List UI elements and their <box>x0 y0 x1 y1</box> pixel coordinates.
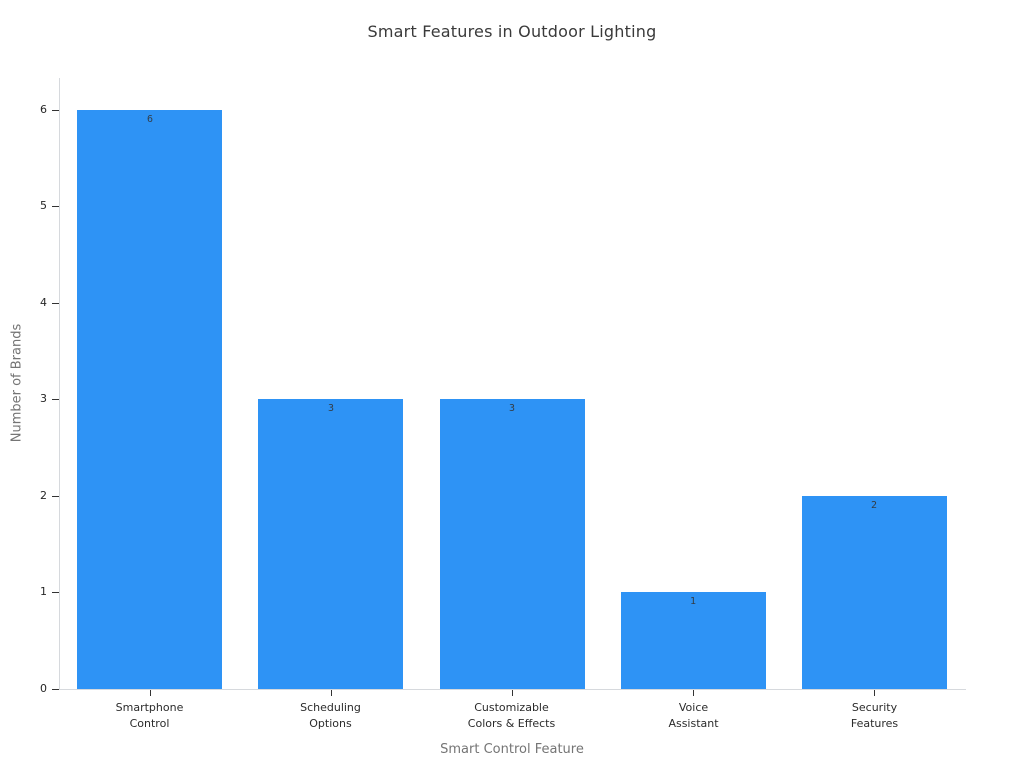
chart-title: Smart Features in Outdoor Lighting <box>367 22 657 41</box>
x-tick-label: Smartphone Control <box>59 700 240 732</box>
y-tick-label: 6 <box>40 103 47 116</box>
x-tick-label-line: Assistant <box>668 717 719 730</box>
y-tick-label: 0 <box>40 682 47 695</box>
x-tick-label-line: Customizable <box>474 701 549 714</box>
x-tick-label: Customizable Colors & Effects <box>421 700 602 732</box>
bar-value-label: 2 <box>870 500 878 511</box>
x-axis-title: Smart Control Feature <box>440 742 584 757</box>
y-tick-mark <box>52 496 59 497</box>
x-tick-mark <box>693 690 694 696</box>
x-tick-label-line: Voice <box>678 701 709 714</box>
bar-value-label: 1 <box>689 596 697 607</box>
x-tick-label: Security Features <box>784 700 965 732</box>
bar <box>802 496 947 689</box>
x-tick-mark <box>331 690 332 696</box>
bar <box>440 399 585 689</box>
y-tick-mark <box>52 206 59 207</box>
bar <box>621 592 766 689</box>
x-tick-label-line: Security <box>851 701 898 714</box>
x-tick-mark <box>874 690 875 696</box>
y-tick-label: 4 <box>40 296 47 309</box>
x-tick-label-line: Control <box>129 717 170 730</box>
x-tick-label-line: Options <box>309 717 352 730</box>
plot-area <box>59 78 966 690</box>
x-tick-mark <box>150 690 151 696</box>
x-tick-mark <box>512 690 513 696</box>
bar <box>258 399 403 689</box>
x-tick-label-line: Smartphone <box>115 701 184 714</box>
bar-value-label: 6 <box>146 114 154 125</box>
y-tick-mark <box>52 110 59 111</box>
y-tick-mark <box>52 399 59 400</box>
bar-value-label: 3 <box>508 403 516 414</box>
y-tick-label: 2 <box>40 489 47 502</box>
x-tick-label: Voice Assistant <box>603 700 784 732</box>
y-axis-title: Number of Brands <box>9 323 25 443</box>
y-tick-label: 5 <box>40 199 47 212</box>
y-tick-mark <box>52 303 59 304</box>
bar-value-label: 3 <box>327 403 335 414</box>
y-tick-label: 1 <box>40 585 47 598</box>
x-tick-label: Scheduling Options <box>240 700 421 732</box>
x-tick-label-line: Colors & Effects <box>467 717 556 730</box>
x-tick-label-line: Scheduling <box>300 701 361 714</box>
x-tick-label-line: Features <box>850 717 899 730</box>
bar <box>77 110 222 689</box>
y-tick-mark <box>52 689 59 690</box>
y-tick-label: 3 <box>40 392 47 405</box>
y-tick-mark <box>52 592 59 593</box>
